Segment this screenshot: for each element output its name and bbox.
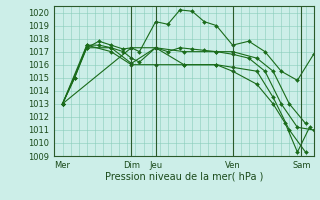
X-axis label: Pression niveau de la mer( hPa ): Pression niveau de la mer( hPa ) [105,171,263,181]
